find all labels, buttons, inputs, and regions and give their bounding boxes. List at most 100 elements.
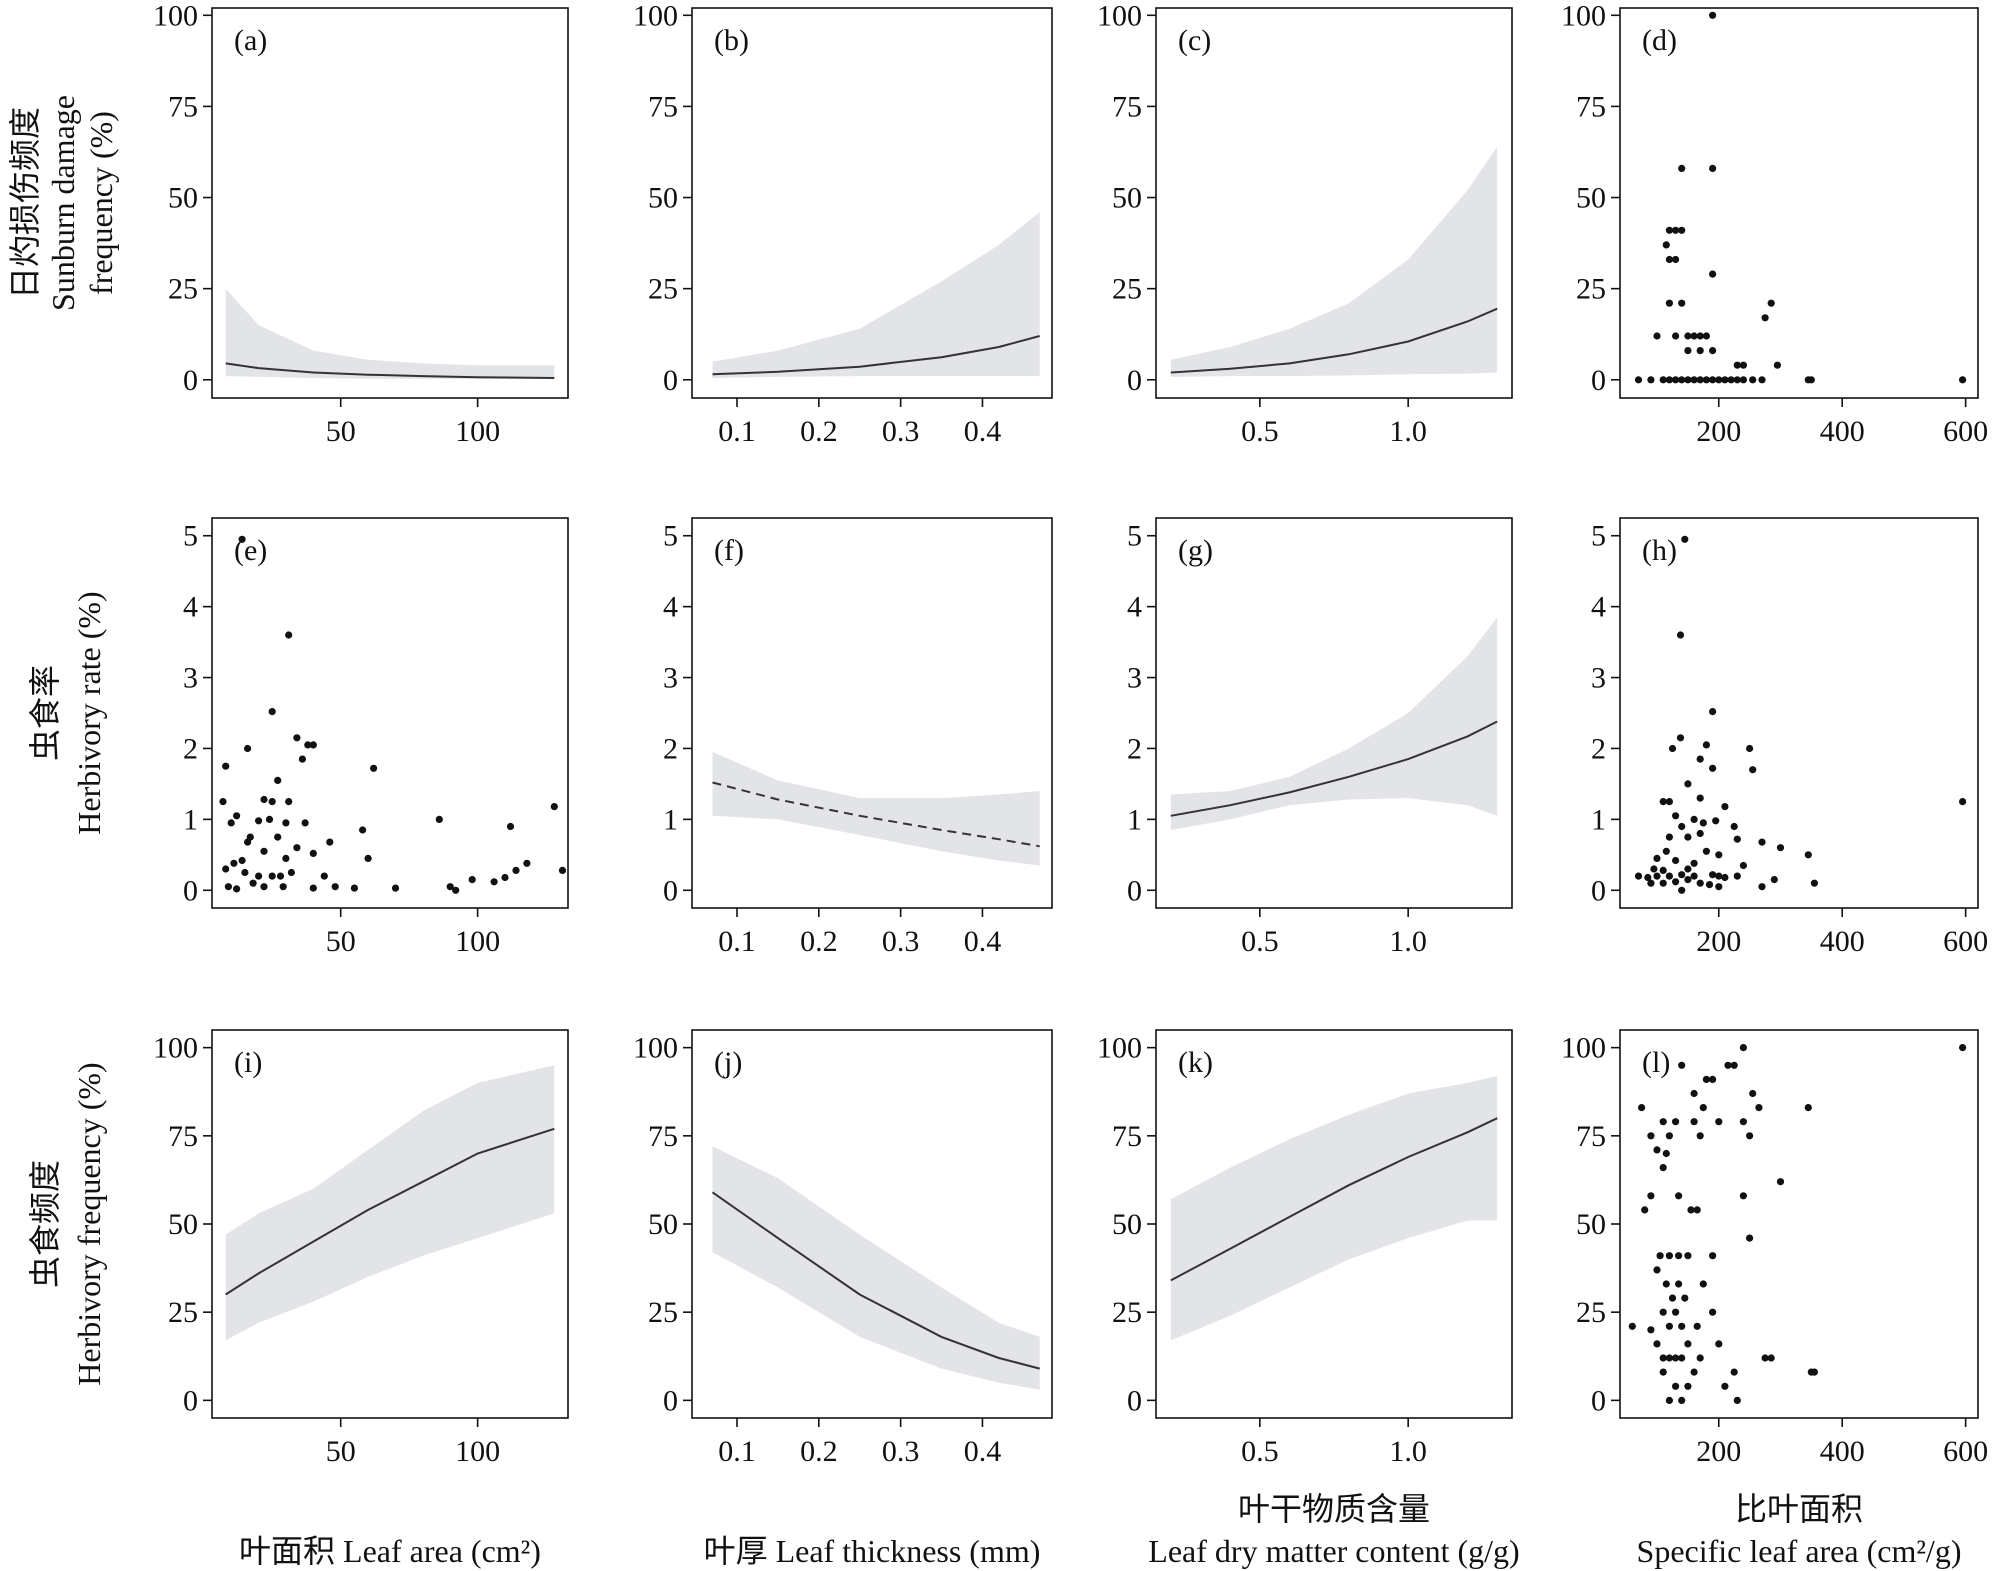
data-point bbox=[1690, 872, 1698, 880]
x-tick-label: 1.0 bbox=[1389, 925, 1427, 958]
data-point bbox=[1715, 1118, 1723, 1126]
data-point bbox=[1690, 815, 1698, 824]
y-tick-label: 75 bbox=[1112, 1120, 1142, 1153]
data-point bbox=[230, 859, 238, 867]
data-point bbox=[1659, 879, 1667, 887]
data-point bbox=[1693, 1206, 1701, 1214]
x-tick-label: 0.1 bbox=[718, 1435, 756, 1468]
data-point bbox=[1638, 1104, 1646, 1112]
data-point bbox=[1665, 1396, 1673, 1404]
data-point bbox=[1696, 829, 1704, 838]
column-label-zh: 叶干物质含量 bbox=[1238, 1491, 1430, 1527]
data-point bbox=[244, 838, 252, 846]
x-tick-label: 0.3 bbox=[882, 1435, 920, 1468]
y-tick-label: 100 bbox=[153, 0, 198, 32]
data-point bbox=[1959, 1044, 1967, 1052]
data-point bbox=[1687, 1206, 1695, 1214]
panel-g: 0 1 2 3 4 5 0.5 1.0 (g) bbox=[1127, 517, 1513, 958]
data-point bbox=[1681, 1294, 1689, 1302]
data-point bbox=[391, 884, 400, 892]
y-tick-label: 4 bbox=[663, 591, 678, 624]
data-point bbox=[1699, 819, 1707, 827]
data-point bbox=[301, 819, 309, 827]
y-tick-label: 5 bbox=[183, 520, 198, 553]
x-tick-label: 1.0 bbox=[1389, 1435, 1427, 1468]
plot-frame bbox=[1619, 517, 1979, 909]
data-point bbox=[265, 815, 274, 824]
data-point bbox=[1662, 1149, 1670, 1158]
data-point bbox=[268, 798, 276, 806]
data-point bbox=[1696, 347, 1704, 355]
data-point bbox=[1696, 879, 1704, 887]
data-point bbox=[468, 876, 476, 884]
data-point bbox=[1684, 876, 1692, 884]
row-label: Herbivory frequency (%) bbox=[71, 1062, 107, 1385]
data-point bbox=[1715, 851, 1723, 859]
data-point bbox=[452, 886, 460, 894]
y-tick-label: 75 bbox=[168, 90, 198, 123]
data-point bbox=[1739, 1044, 1747, 1052]
y-tick-label: 0 bbox=[183, 1384, 198, 1417]
data-point bbox=[304, 741, 312, 749]
data-point bbox=[1709, 270, 1717, 278]
data-point bbox=[1665, 226, 1673, 234]
column-label: 叶面积 Leaf area (cm²) bbox=[239, 1533, 541, 1569]
data-point bbox=[1696, 1132, 1704, 1140]
data-point bbox=[255, 817, 263, 825]
data-point bbox=[1755, 1104, 1763, 1112]
data-point bbox=[1724, 1061, 1732, 1069]
data-point bbox=[293, 844, 301, 852]
data-point bbox=[1696, 1354, 1704, 1362]
plot-frame bbox=[691, 7, 1053, 399]
data-point bbox=[1659, 1164, 1667, 1172]
data-point bbox=[1709, 708, 1717, 716]
y-tick-label: 0 bbox=[663, 874, 678, 907]
data-point bbox=[1730, 1368, 1738, 1376]
data-point bbox=[1678, 1061, 1686, 1069]
data-point bbox=[1959, 376, 1967, 384]
data-point bbox=[1733, 361, 1741, 369]
data-point bbox=[1647, 879, 1655, 887]
data-point bbox=[1659, 798, 1667, 806]
data-point bbox=[1675, 1192, 1683, 1200]
data-point bbox=[241, 868, 249, 877]
data-point bbox=[1678, 164, 1686, 172]
data-point bbox=[1696, 332, 1704, 340]
data-point bbox=[359, 826, 367, 834]
y-tick-label: 50 bbox=[1576, 1208, 1606, 1241]
data-point bbox=[1684, 347, 1692, 355]
x-tick-label: 200 bbox=[1696, 925, 1741, 958]
panel-l: 0 25 50 75 100 200 400 600 (l) bbox=[1561, 1029, 1988, 1468]
x-tick-label: 400 bbox=[1820, 925, 1865, 958]
data-point bbox=[222, 865, 230, 873]
data-point bbox=[1672, 1118, 1680, 1126]
data-point bbox=[1690, 1368, 1698, 1376]
data-point bbox=[1634, 376, 1643, 384]
panel-f: 0 1 2 3 4 5 0.1 0.2 0.3 0.4 (f) bbox=[663, 517, 1053, 958]
y-tick-label: 50 bbox=[648, 182, 678, 215]
data-point bbox=[285, 798, 293, 806]
y-tick-label: 50 bbox=[1112, 182, 1142, 215]
data-point bbox=[1739, 1192, 1747, 1200]
data-point bbox=[1659, 1308, 1667, 1316]
data-point bbox=[1715, 872, 1723, 880]
data-point bbox=[1684, 1252, 1692, 1260]
data-point bbox=[233, 885, 241, 893]
y-tick-label: 75 bbox=[1576, 1120, 1606, 1153]
data-point bbox=[260, 795, 268, 804]
data-point bbox=[1709, 376, 1717, 384]
x-tick-label: 50 bbox=[326, 925, 356, 958]
data-point bbox=[1804, 1104, 1812, 1112]
data-point bbox=[1665, 1322, 1673, 1330]
confidence-band bbox=[712, 752, 1040, 866]
data-point bbox=[227, 819, 235, 827]
data-point bbox=[1665, 1354, 1673, 1362]
y-tick-label: 25 bbox=[168, 273, 198, 306]
panel-label: (g) bbox=[1178, 534, 1213, 567]
x-tick-label: 0.3 bbox=[882, 415, 920, 448]
panel-label: (i) bbox=[234, 1046, 262, 1079]
data-point bbox=[1690, 1089, 1698, 1098]
data-point bbox=[1733, 376, 1741, 384]
x-tick-label: 400 bbox=[1820, 415, 1865, 448]
y-tick-label: 75 bbox=[168, 1120, 198, 1153]
